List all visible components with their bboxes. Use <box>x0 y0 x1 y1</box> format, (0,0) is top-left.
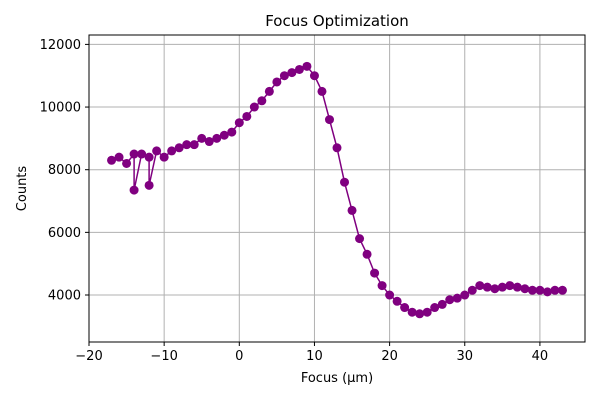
data-point <box>482 282 492 292</box>
y-tick-label: 8000 <box>48 163 81 178</box>
data-point <box>264 86 274 96</box>
data-point <box>122 158 132 168</box>
data-point <box>332 143 342 153</box>
x-tick-label: 40 <box>532 349 549 364</box>
data-point <box>107 155 117 165</box>
data-point <box>512 282 522 292</box>
data-point <box>400 303 410 313</box>
data-point <box>467 285 477 295</box>
data-point <box>445 295 455 305</box>
data-point <box>152 146 162 156</box>
data-point <box>340 177 350 187</box>
data-point <box>129 185 139 195</box>
data-point <box>437 299 447 309</box>
data-point <box>144 152 154 162</box>
data-point <box>505 281 515 291</box>
chart-title: Focus Optimization <box>265 12 409 30</box>
x-axis-label: Focus (µm) <box>301 371 373 386</box>
data-point <box>234 118 244 128</box>
data-point <box>460 290 470 300</box>
y-tick-label: 4000 <box>48 289 81 304</box>
x-tick-label: 10 <box>306 349 323 364</box>
data-point <box>347 205 357 215</box>
data-point <box>497 282 507 292</box>
data-point <box>287 68 297 78</box>
data-point <box>197 133 207 143</box>
data-point <box>189 140 199 150</box>
data-point <box>302 61 312 71</box>
x-tick-label: 0 <box>235 349 243 364</box>
data-point <box>309 71 319 81</box>
data-point <box>542 287 552 297</box>
data-point <box>355 234 365 244</box>
data-point <box>144 180 154 190</box>
data-point <box>520 284 530 294</box>
data-point <box>167 146 177 156</box>
y-tick-label: 12000 <box>40 38 81 53</box>
tick-layer: −20 −10 0 10 20 30 40 4000 6000 8000 10000 12000 <box>40 38 549 364</box>
data-point <box>535 285 545 295</box>
data-point <box>377 281 387 291</box>
data-point <box>242 111 252 121</box>
data-point <box>182 140 192 150</box>
data-point <box>550 285 560 295</box>
data-point <box>129 149 139 159</box>
data-point <box>385 290 395 300</box>
data-point <box>475 281 485 291</box>
data-point <box>219 130 229 140</box>
data-point <box>294 64 304 74</box>
x-tick-label: −20 <box>75 349 102 364</box>
series-layer <box>107 61 567 319</box>
data-point <box>204 137 214 147</box>
data-point <box>370 268 380 278</box>
y-tick-label: 6000 <box>48 226 81 241</box>
x-tick-label: 20 <box>381 349 398 364</box>
data-point <box>490 284 500 294</box>
data-point <box>527 285 537 295</box>
data-point <box>227 127 237 137</box>
data-point <box>137 149 147 159</box>
grid-layer <box>88 35 585 342</box>
plot-frame <box>88 34 586 343</box>
data-point <box>114 152 124 162</box>
data-point <box>392 296 402 306</box>
data-point <box>422 307 432 317</box>
data-point <box>249 102 259 112</box>
data-point <box>272 77 282 87</box>
y-axis-label: Counts <box>15 166 30 212</box>
series-line <box>111 65 563 315</box>
data-point <box>430 303 440 313</box>
data-point <box>557 285 567 295</box>
data-point <box>415 309 425 319</box>
x-tick-label: −10 <box>150 349 177 364</box>
data-point <box>324 115 334 125</box>
data-point <box>452 293 462 303</box>
data-point <box>159 152 169 162</box>
data-point <box>407 307 417 317</box>
data-point <box>279 71 289 81</box>
data-point <box>362 249 372 259</box>
y-tick-label: 10000 <box>40 101 81 116</box>
x-tick-label: 30 <box>456 349 473 364</box>
data-point <box>257 96 267 106</box>
data-point <box>317 86 327 96</box>
data-point <box>174 143 184 153</box>
data-point <box>212 133 222 143</box>
